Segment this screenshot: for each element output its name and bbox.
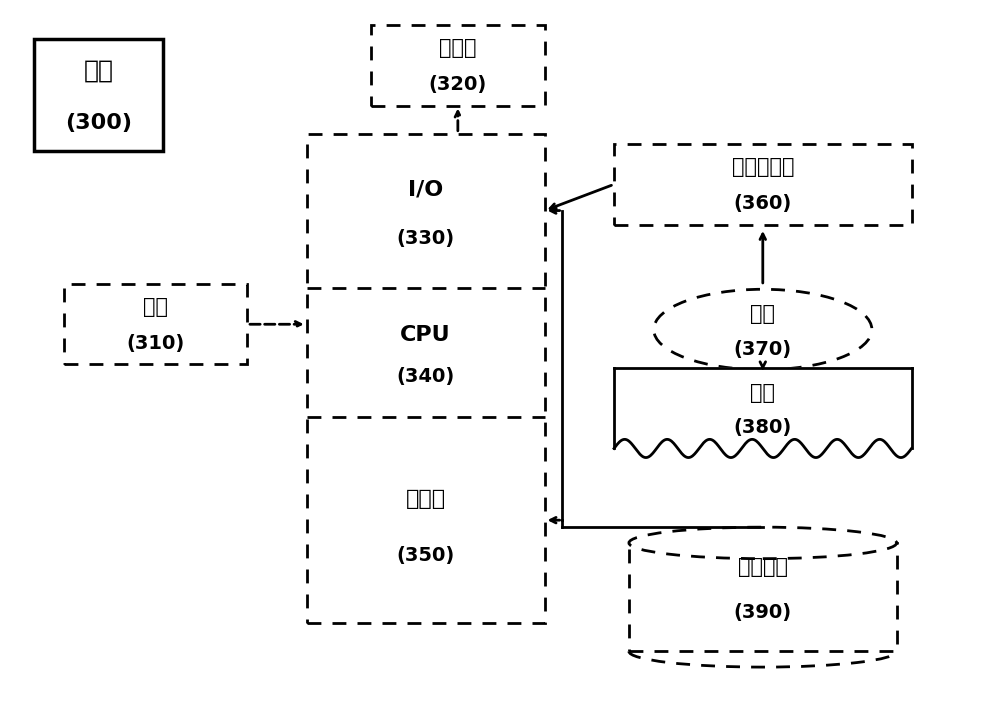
- Text: (370): (370): [734, 340, 792, 359]
- Bar: [614, 144, 912, 224]
- Ellipse shape: [629, 527, 897, 559]
- Text: 介质: 介质: [750, 304, 775, 324]
- Bar: [64, 284, 247, 365]
- Text: 存储器: 存储器: [406, 489, 446, 509]
- Text: (300): (300): [65, 113, 132, 133]
- Text: 显示器: 显示器: [439, 38, 477, 58]
- Text: (330): (330): [397, 229, 455, 248]
- Ellipse shape: [654, 290, 872, 370]
- Text: (320): (320): [429, 76, 487, 94]
- Text: I/O: I/O: [408, 180, 443, 200]
- Text: (380): (380): [734, 418, 792, 438]
- Text: CPU: CPU: [400, 325, 451, 345]
- Text: 盘存储器: 盘存储器: [738, 557, 788, 578]
- Text: (360): (360): [734, 195, 792, 213]
- Bar: [371, 25, 545, 105]
- Bar: [629, 543, 897, 651]
- Text: 键盘: 键盘: [143, 297, 168, 316]
- Text: (350): (350): [397, 546, 455, 565]
- Text: (390): (390): [734, 603, 792, 622]
- Text: 介质驱动器: 介质驱动器: [732, 157, 794, 177]
- Text: 系统: 系统: [83, 59, 113, 83]
- Bar: [34, 39, 163, 151]
- Bar: [307, 134, 545, 623]
- Text: (310): (310): [126, 334, 185, 353]
- Text: (340): (340): [397, 367, 455, 387]
- Polygon shape: [614, 368, 912, 457]
- Text: 程序: 程序: [750, 383, 775, 403]
